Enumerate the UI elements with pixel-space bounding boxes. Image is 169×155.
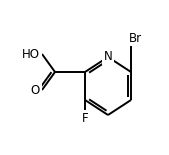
Text: HO: HO xyxy=(22,47,40,60)
Text: N: N xyxy=(104,51,112,64)
Text: O: O xyxy=(31,84,40,97)
Text: F: F xyxy=(82,111,88,124)
Text: Br: Br xyxy=(128,31,142,44)
